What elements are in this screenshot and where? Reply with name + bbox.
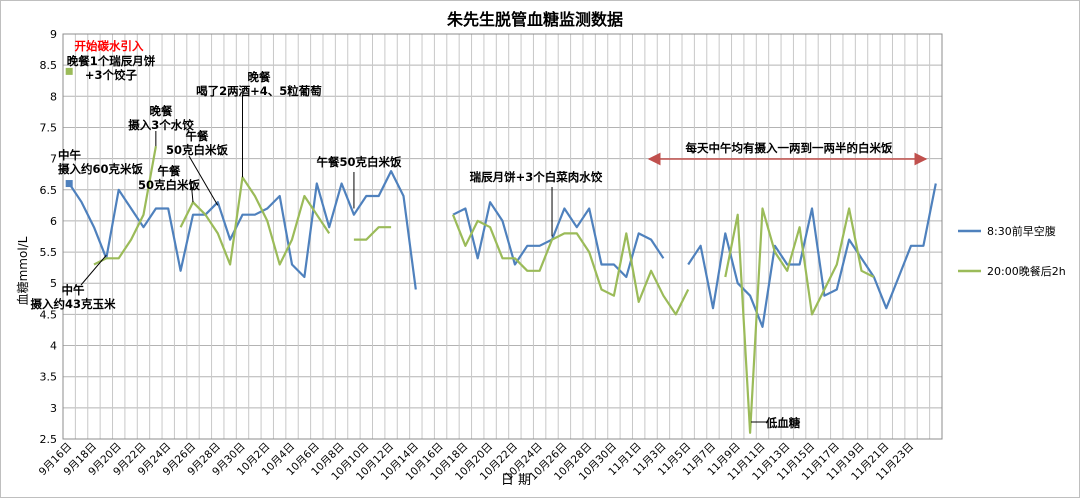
y-tick-label: 2.5 [40, 433, 58, 446]
annotation-lunch-rice-60g: 摄入约60克米饭 [58, 162, 144, 176]
annotation-lunch-rice-50g-b: 50克白米饭 [138, 178, 201, 192]
annotation-lunch-rice-60g: 中午 [58, 148, 81, 162]
legend-label-1: 8:30前早空腹 [987, 224, 1056, 238]
chart-title: 朱先生脱管血糖监测数据 [447, 10, 623, 29]
annotation-lunch-rice-50g-a: 50克白米饭 [166, 143, 229, 157]
y-tick-label: 4 [50, 340, 57, 353]
y-tick-label: 8.5 [40, 59, 58, 72]
marker-point [65, 67, 73, 75]
annotation-lunch-corn-43g: 摄入约43克玉米 [30, 297, 116, 311]
y-tick-label: 4.5 [40, 308, 58, 321]
y-tick-label: 7 [50, 153, 57, 166]
annotation-leader [190, 180, 194, 203]
annotation-hypoglycemia: 低血糖 [765, 416, 801, 430]
x-axis-label: 日 期 [501, 473, 531, 488]
annotation-mooncake-dinner: 晚餐1个瑞辰月饼 [67, 54, 156, 68]
annotation-dinner-wine-grapes: 晚餐 [248, 70, 271, 84]
y-tick-label: 6 [50, 215, 57, 228]
y-tick-label: 7.5 [40, 121, 58, 134]
annotation-mooncake-dumplings: 瑞辰月饼+3个白菜肉水饺 [470, 170, 603, 184]
annotation-dinner-wine-grapes: 喝了2两酒+4、5粒葡萄 [196, 84, 322, 98]
annotation-lunch-rice-50g-b: 午餐 [158, 164, 181, 178]
annotation-lunch-rice-50g-a: 午餐 [186, 129, 209, 143]
y-tick-label: 5 [50, 277, 57, 290]
y-tick-label: 5.5 [40, 246, 58, 259]
y-tick-label: 3 [50, 402, 57, 415]
marker-point [65, 180, 73, 188]
annotation-dinner-dumplings: 晚餐 [150, 104, 173, 118]
annotation-lunch-rice-50g-c: 午餐50克白米饭 [316, 155, 402, 169]
series-line-1 [68, 170, 937, 328]
annotation-lunch-corn-43g: 中午 [62, 283, 85, 297]
annotation-daily-rice: 每天中午均有摄入一两到一两半的白米饭 [686, 141, 893, 155]
y-tick-label: 3.5 [40, 371, 58, 384]
annotation-carb-start: 开始碳水引入 [75, 39, 144, 53]
y-tick-label: 8 [50, 90, 57, 103]
series-line-2 [93, 146, 875, 434]
annotation-mooncake-dinner: +3个饺子 [85, 68, 138, 82]
y-tick-label: 9 [50, 28, 57, 41]
annotation-leader [188, 155, 219, 206]
annotation-dinner-dumplings: 摄入3个水饺 [128, 118, 194, 132]
legend-label-2: 20:00晚餐后2h [987, 264, 1066, 278]
y-tick-label: 6.5 [40, 184, 58, 197]
plot-area [62, 33, 943, 440]
y-axis-label: 血糖mmol/L [15, 236, 30, 305]
annotation-leader [80, 254, 107, 286]
